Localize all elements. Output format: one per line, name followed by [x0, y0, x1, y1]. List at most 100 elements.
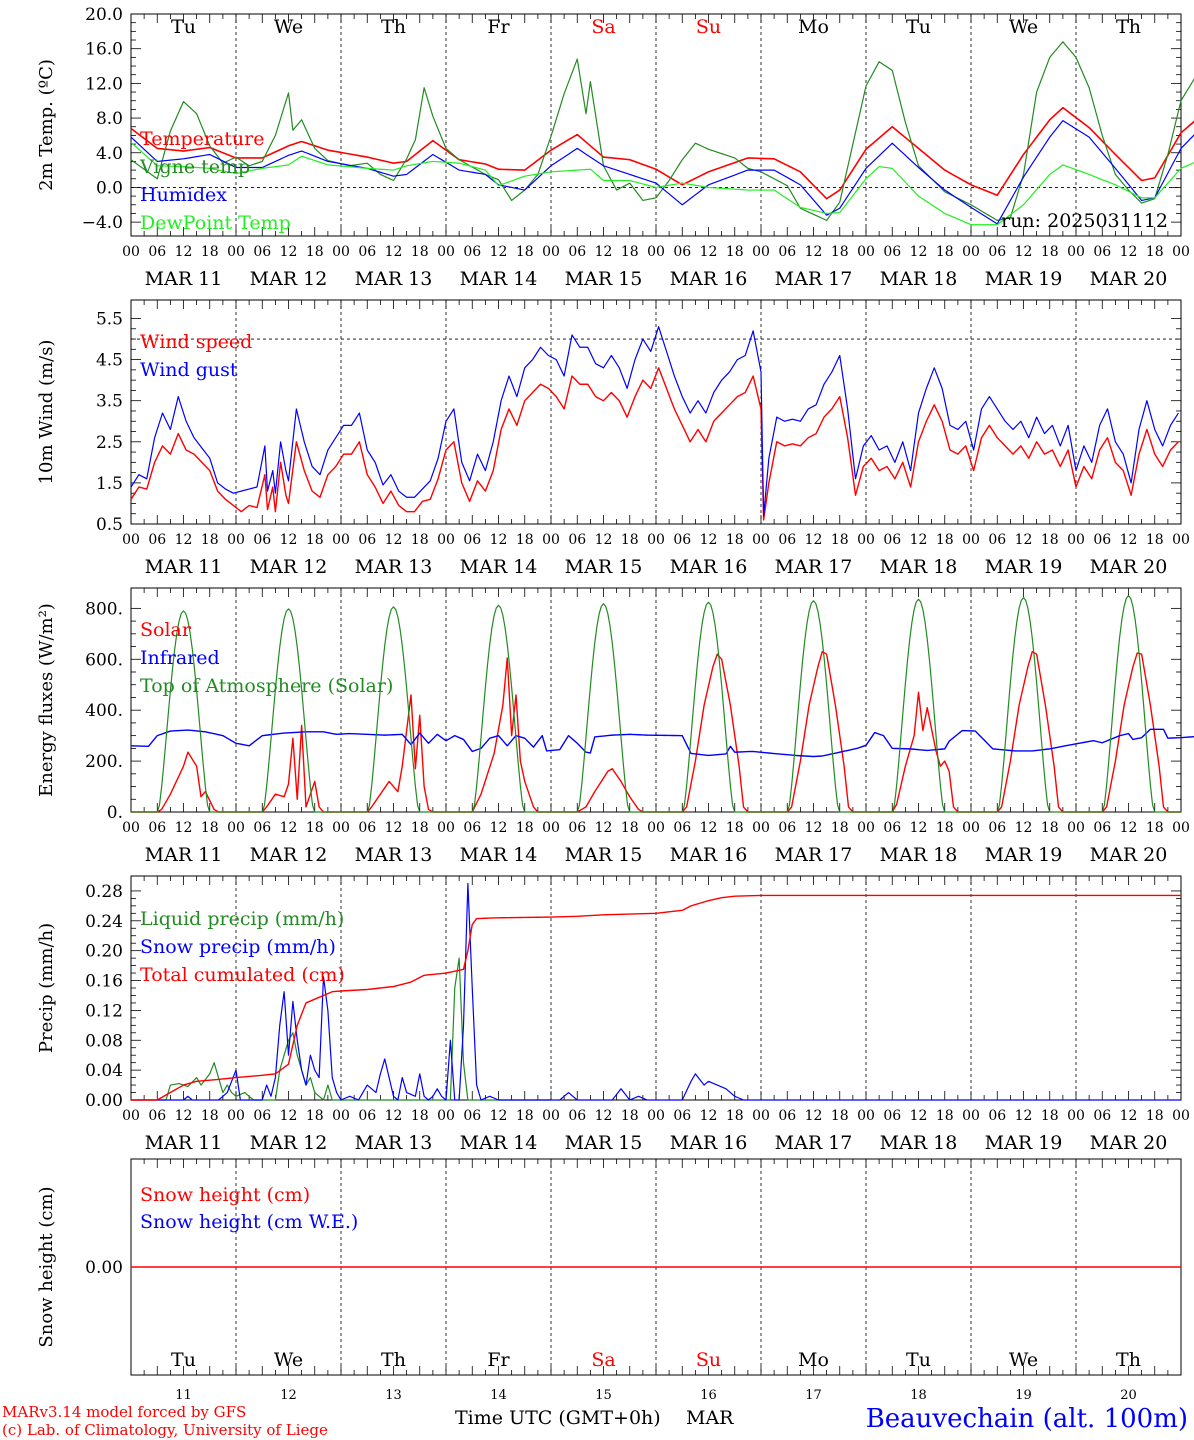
series-total-cumulated-cm: [131, 894, 1181, 1101]
hour-label: 12: [910, 1108, 928, 1124]
hour-label: 06: [568, 244, 586, 260]
hour-label: 18: [306, 244, 324, 260]
date-label: MAR 20: [1090, 844, 1168, 866]
hour-label: 06: [463, 820, 481, 836]
hour-label: 12: [910, 244, 928, 260]
date-number: 20: [1120, 1388, 1137, 1403]
day-name: Sa: [591, 1349, 615, 1371]
hour-label: 06: [1093, 244, 1111, 260]
legend-entry: Top of Atmosphere (Solar): [140, 675, 393, 697]
run-label: run: 2025031112: [1001, 210, 1168, 232]
day-name: Su: [696, 1349, 721, 1371]
hour-label: 18: [726, 532, 744, 548]
y-tick-label: 3.5: [96, 392, 123, 412]
date-label: MAR 11: [145, 844, 223, 866]
date-label: MAR 18: [880, 1132, 958, 1154]
legend-entry: DewPoint Temp: [140, 212, 291, 234]
hour-label: 06: [358, 1108, 376, 1124]
hour-label: 18: [516, 820, 534, 836]
hour-label: 00: [962, 532, 980, 548]
hour-label: 12: [595, 532, 613, 548]
hour-label: 18: [726, 1108, 744, 1124]
hour-label: 18: [621, 820, 639, 836]
legend-entry: Vigne temp: [139, 156, 250, 178]
hour-label: 00: [752, 244, 770, 260]
hour-label: 12: [595, 1108, 613, 1124]
date-label: MAR 12: [250, 556, 328, 578]
hour-label: 00: [1172, 244, 1190, 260]
hour-label: 18: [201, 532, 219, 548]
hour-label: 18: [831, 244, 849, 260]
hour-label: 06: [673, 244, 691, 260]
legend-entry: Snow precip (mm/h): [140, 936, 336, 958]
hour-label: 06: [778, 820, 796, 836]
day-name: Th: [1116, 1349, 1141, 1371]
hour-label: 00: [227, 820, 245, 836]
hour-label: 00: [542, 820, 560, 836]
date-label: MAR 17: [775, 268, 853, 290]
date-label: MAR 15: [565, 844, 643, 866]
day-name: Tu: [906, 1349, 931, 1371]
y-axis-label: Precip (mm/h): [36, 923, 57, 1053]
date-number: 16: [700, 1388, 717, 1403]
hour-label: 12: [385, 244, 403, 260]
date-label: MAR 19: [985, 1132, 1063, 1154]
day-name: Su: [696, 16, 721, 38]
hour-label: 12: [805, 244, 823, 260]
hour-label: 00: [1172, 1108, 1190, 1124]
y-tick-label: 1.5: [96, 474, 123, 494]
day-name: We: [1009, 1349, 1038, 1371]
date-label: MAR 13: [355, 1132, 433, 1154]
day-name: Mo: [798, 1349, 829, 1371]
date-label: MAR 19: [985, 844, 1063, 866]
date-label: MAR 17: [775, 844, 853, 866]
hour-label: 00: [647, 244, 665, 260]
y-tick-label: 400.: [85, 701, 123, 721]
date-number: 12: [280, 1388, 297, 1403]
hour-label: 06: [778, 1108, 796, 1124]
date-label: MAR 13: [355, 268, 433, 290]
hour-label: 06: [148, 1108, 166, 1124]
hour-label: 18: [831, 820, 849, 836]
hour-label: 18: [936, 820, 954, 836]
hour-label: 18: [411, 532, 429, 548]
hour-label: 18: [516, 1108, 534, 1124]
hour-label: 00: [227, 532, 245, 548]
hour-label: 00: [857, 244, 875, 260]
hour-label: 00: [332, 532, 350, 548]
day-name: Th: [381, 1349, 406, 1371]
date-label: MAR 20: [1090, 1132, 1168, 1154]
hour-label: 00: [122, 244, 140, 260]
legend-entry: Infrared: [140, 647, 220, 669]
hour-label: 18: [1041, 1108, 1059, 1124]
hour-label: 06: [358, 532, 376, 548]
date-number: 11: [175, 1388, 192, 1403]
date-number: 13: [385, 1388, 402, 1403]
hour-label: 12: [175, 820, 193, 836]
hour-label: 06: [883, 1108, 901, 1124]
hour-label: 00: [1067, 244, 1085, 260]
hour-label: 00: [647, 1108, 665, 1124]
hour-label: 12: [595, 820, 613, 836]
hour-label: 12: [280, 532, 298, 548]
y-tick-label: 600.: [85, 650, 123, 670]
hour-label: 00: [227, 244, 245, 260]
date-label: MAR 19: [985, 556, 1063, 578]
date-label: MAR 12: [250, 268, 328, 290]
hour-label: 18: [621, 1108, 639, 1124]
hour-label: 12: [1120, 1108, 1138, 1124]
hour-label: 06: [778, 244, 796, 260]
hour-label: 06: [988, 820, 1006, 836]
hour-label: 12: [1015, 1108, 1033, 1124]
y-tick-label: 5.5: [96, 309, 123, 329]
hour-label: 06: [988, 244, 1006, 260]
hour-label: 00: [857, 820, 875, 836]
legend-entry: Wind gust: [140, 359, 238, 381]
series-infrared: [130, 728, 1194, 758]
date-label: MAR 14: [460, 268, 538, 290]
panel-flux: [130, 587, 1182, 813]
hour-label: 18: [201, 820, 219, 836]
hour-label: 06: [463, 1108, 481, 1124]
hour-label: 00: [647, 532, 665, 548]
hour-label: 06: [988, 532, 1006, 548]
